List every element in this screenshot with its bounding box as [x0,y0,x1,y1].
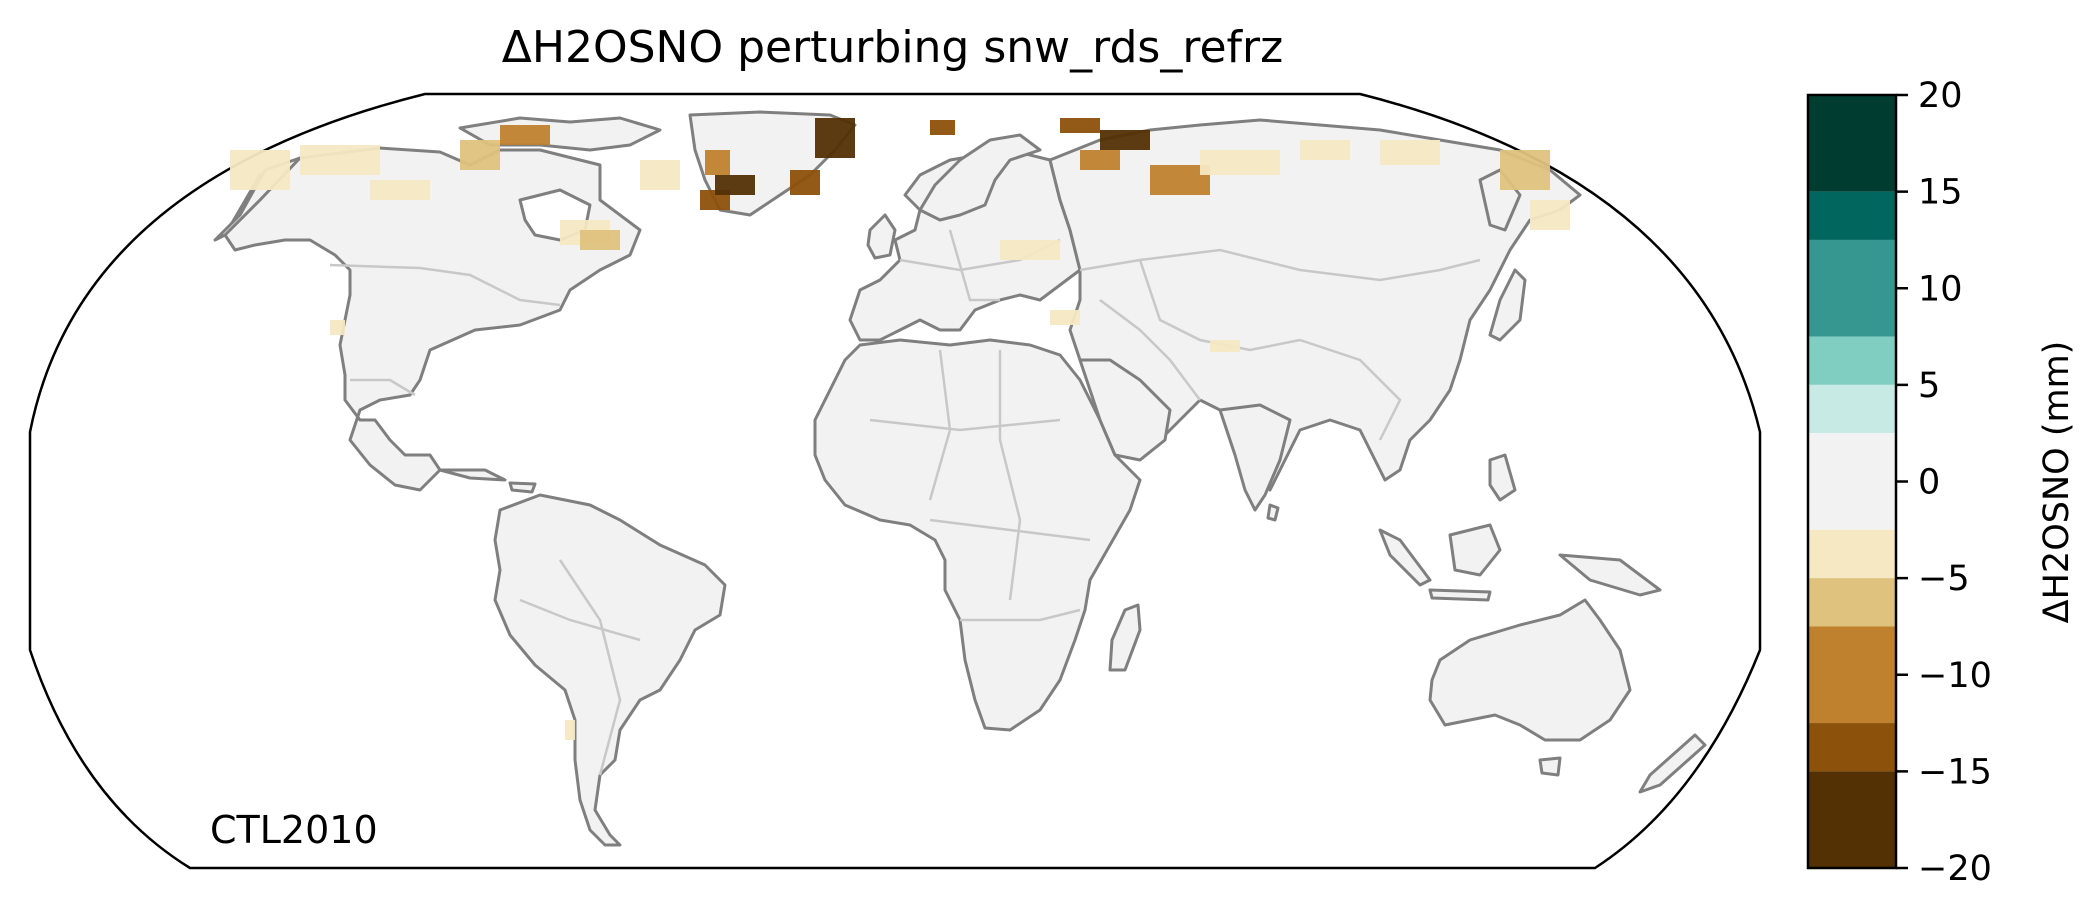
colorbar-tick-label: −5 [1918,559,1970,599]
border-asia-3 [1299,338,1402,441]
colorbar-bin [1808,191,1896,240]
landmass-arabian-peninsula [1078,358,1172,462]
border-south-america-2 [519,598,641,642]
anomaly-cell [1300,140,1350,160]
landmass-south-america [493,493,727,847]
border-africa-2 [928,349,952,501]
anomaly-cell [705,150,730,175]
panel-label: CTL2010 [210,808,378,852]
colorbar-tick-label: 15 [1918,173,1963,213]
landmass-scandinavia [918,133,1042,222]
anomaly-cell [1080,150,1120,170]
anomaly-cell [230,150,290,190]
landmass-africa [813,338,1142,732]
landmass-australia [1428,598,1632,742]
anomaly-cell [815,118,855,158]
colorbar-tick-label: 5 [1918,366,1940,406]
colorbar-bin [1808,336,1896,385]
colorbar-bin [1808,578,1896,627]
anomaly-cell [565,720,575,740]
anomaly-cell [1210,340,1240,352]
landmass-great-britain [866,213,897,260]
border-asia-4 [1099,299,1201,401]
anomaly-cell [370,180,430,200]
colorbar-tick-label: 0 [1918,463,1940,503]
border-europe-2 [948,229,1000,302]
border-usa-mexico [350,378,416,397]
landmass-new-zealand [1638,733,1707,794]
border-asia-2 [1138,259,1301,352]
anomaly-cell [1500,150,1550,190]
anomaly-cell [715,175,755,195]
colorbar-bin [1808,723,1896,772]
anomaly-cell [1200,150,1280,175]
landmass-borneo [1448,523,1502,577]
anomaly-cell [1380,140,1440,165]
colorbar: 20 15 10 5 0 −5 −10 −15 −20 [1806,76,1992,889]
landmass-philippines [1488,453,1517,502]
landmass-madagascar [1108,603,1142,672]
anomaly-cell [930,120,955,135]
country-borders [329,229,1481,776]
border-canada-usa [329,263,561,307]
colorbar-bin [1808,433,1896,530]
landmass-sumatra [1378,528,1432,587]
landmass-java [1428,588,1492,602]
landmass-new-guinea [1558,553,1662,597]
colorbar-bin [1808,771,1896,868]
colorbar-tick-label: 20 [1918,76,1963,116]
border-south-america-1 [558,559,622,776]
anomaly-cell [1530,200,1570,230]
colorbar-bin [1808,626,1896,724]
colorbar-bin [1808,384,1896,434]
colorbar-label: ΔH2OSNO (mm) [2037,340,2077,624]
landmass-japan [1488,268,1527,342]
map-title: ΔH2OSNO perturbing snw_rds_refrz [501,22,1284,73]
anomaly-cell [580,230,620,250]
colorbar-bin [1808,95,1896,192]
anomaly-cell [300,145,380,175]
anomaly-cell [1060,118,1100,133]
anomaly-cell [460,140,500,170]
anomaly-cell [330,320,345,335]
anomaly-cell [1000,240,1060,260]
landmass-sri-lanka [1266,503,1280,522]
landmass-cuba [438,468,507,482]
border-africa-4 [929,518,1091,542]
colorbar-tick-label: 10 [1918,269,1963,309]
border-africa-3 [998,350,1022,601]
colorbar-tick-label: −20 [1918,849,1992,889]
colorbar-tick-label: −15 [1918,752,1992,792]
colorbar-bin [1808,529,1896,579]
anomaly-cell [1050,310,1080,325]
anomaly-cell [790,170,820,195]
border-africa-5 [960,608,1081,622]
anomaly-cell [500,125,550,145]
colorbar-tick-label: −10 [1918,656,1992,696]
land-layer [213,110,1707,847]
landmass-hispaniola [508,481,537,494]
anomaly-cell [1100,130,1150,150]
landmass-tasmania [1538,756,1562,777]
border-africa-1 [869,418,1061,432]
anomaly-cell [640,160,680,190]
colorbar-bin [1808,239,1896,337]
landmass-india [1218,403,1292,512]
anomaly-cells [230,118,1570,740]
